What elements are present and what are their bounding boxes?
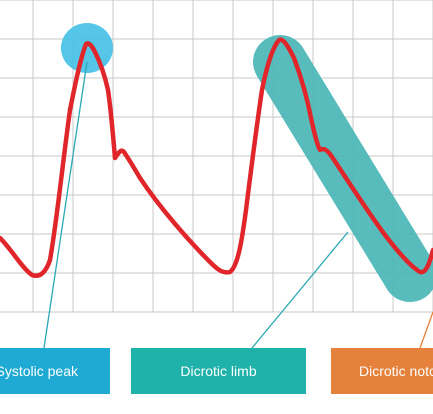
pulse-waveform-line	[0, 37, 433, 278]
dicrotic-notch-leader-line	[419, 311, 433, 349]
systolic-peak-leader-line	[43, 61, 88, 349]
dicrotic-limb-label-box: Dicrotic limb	[131, 348, 306, 394]
dicrotic-limb-label: Dicrotic limb	[180, 363, 257, 379]
dicrotic-notch-label-box: Dicrotic notch	[331, 348, 433, 394]
systolic-peak-label-box: Systolic peak	[0, 348, 110, 394]
dicrotic-notch-label: Dicrotic notch	[359, 363, 433, 379]
dicrotic-limb-leader-line	[251, 231, 349, 349]
systolic-peak-label: Systolic peak	[0, 363, 78, 379]
